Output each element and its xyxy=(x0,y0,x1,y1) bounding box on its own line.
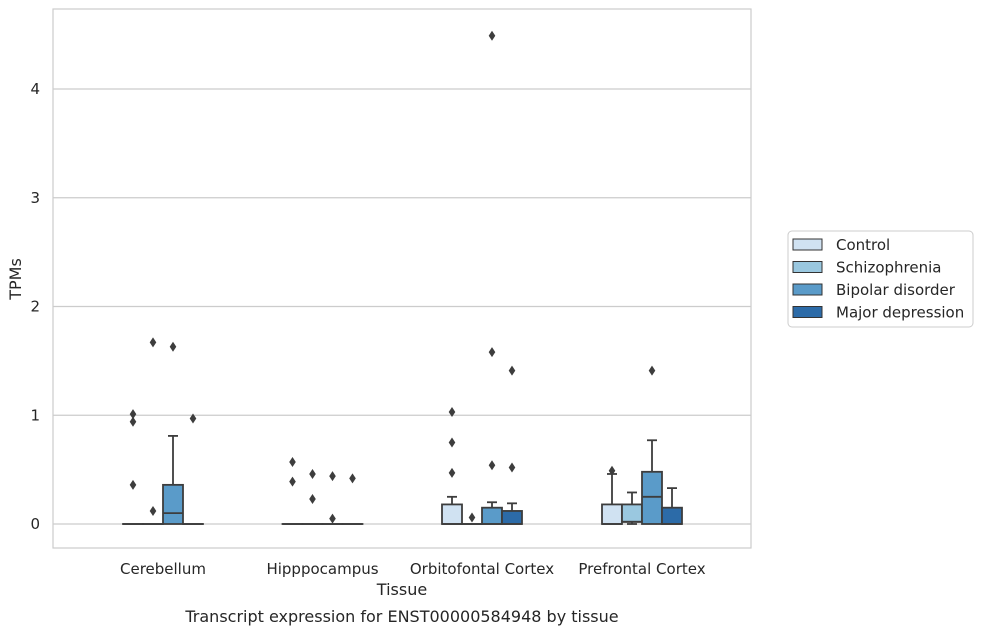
y-tick-label-3: 3 xyxy=(30,189,40,207)
legend-label-3: Bipolar disorder xyxy=(836,281,956,299)
box-3-3 xyxy=(481,501,503,525)
box-body xyxy=(661,506,683,525)
outlier-1-1-3 xyxy=(129,409,137,420)
x-tick-label-4: Prefrontal Cortex xyxy=(578,560,705,578)
outlier-4-3-1 xyxy=(508,462,516,473)
outlier-3-4-1 xyxy=(648,365,656,376)
legend-label-2: Schizophrenia xyxy=(836,259,941,277)
outlier-2-1-1 xyxy=(149,505,157,516)
outlier-3-3-1 xyxy=(488,460,496,471)
legend-swatch-3 xyxy=(792,283,823,296)
box-body xyxy=(601,503,623,525)
legend-swatch-4 xyxy=(792,306,823,318)
y-tick-label-4: 4 xyxy=(30,80,40,98)
box-body xyxy=(162,483,184,525)
outlier-1-3-3 xyxy=(448,406,456,417)
grid-lines xyxy=(53,88,751,525)
outlier-3-2-2 xyxy=(329,471,336,482)
outlier-4-2-1 xyxy=(349,473,356,484)
outlier-2-1-2 xyxy=(149,337,157,348)
x-tick-label-2: Hipppocampus xyxy=(266,560,378,578)
outlier-1-1-2 xyxy=(129,416,137,427)
outlier-1-1-1 xyxy=(129,479,137,490)
outlier-1-2-1 xyxy=(289,476,296,487)
box-body xyxy=(501,510,523,525)
outlier-1-2-2 xyxy=(289,457,296,468)
outlier-1-3-2 xyxy=(448,437,456,448)
outlier-layer xyxy=(129,30,656,524)
legend: Control Schizophrenia Bipolar disorder Majo… xyxy=(787,230,974,328)
legend-swatch-1 xyxy=(792,238,823,251)
outlier-3-3-3 xyxy=(488,30,496,41)
y-axis-label: TPMs xyxy=(6,258,25,301)
outlier-1-3-1 xyxy=(448,467,456,478)
outlier-2-2-2 xyxy=(309,468,316,479)
box-4-3 xyxy=(501,502,523,525)
box-4-4 xyxy=(661,487,683,525)
y-tick-label-2: 2 xyxy=(30,298,40,316)
legend-swatch-2 xyxy=(792,261,823,273)
outlier-4-3-2 xyxy=(508,365,516,376)
outlier-3-1-1 xyxy=(169,341,177,352)
plot-area-frame xyxy=(52,8,752,549)
outlier-2-3-1 xyxy=(468,512,476,523)
x-tick-label-3: Orbitofontal Cortex xyxy=(410,560,554,578)
legend-frame xyxy=(787,230,974,328)
outlier-4-1-1 xyxy=(189,413,197,424)
box-1-3 xyxy=(441,495,463,525)
x-tick-label-1: Cerebellum xyxy=(120,560,206,578)
box-1-4 xyxy=(601,473,623,525)
box-body xyxy=(441,503,463,525)
box-2-4 xyxy=(621,491,643,525)
box-3-1 xyxy=(162,435,184,525)
y-axis-ticks: 0 1 2 3 4 xyxy=(30,80,40,533)
box-body xyxy=(621,503,643,523)
outlier-3-3-2 xyxy=(488,347,496,358)
outlier-3-2-1 xyxy=(329,513,336,524)
legend-label-1: Control xyxy=(836,236,890,254)
x-axis-ticks: Cerebellum Hipppocampus Orbitofontal Corte… xyxy=(120,560,706,578)
outlier-1-4-1 xyxy=(608,465,616,476)
y-tick-label-1: 1 xyxy=(30,406,40,424)
outlier-2-2-1 xyxy=(309,493,316,504)
box-series-layer xyxy=(122,435,683,525)
y-tick-label-0: 0 xyxy=(30,515,40,533)
x-axis-label: Tissue xyxy=(376,580,427,599)
box-body xyxy=(641,470,663,525)
chart-caption: Transcript expression for ENST0000058494… xyxy=(184,607,618,626)
box-3-4 xyxy=(641,439,663,525)
box-body xyxy=(481,506,503,525)
legend-label-4: Major depression xyxy=(836,304,964,322)
